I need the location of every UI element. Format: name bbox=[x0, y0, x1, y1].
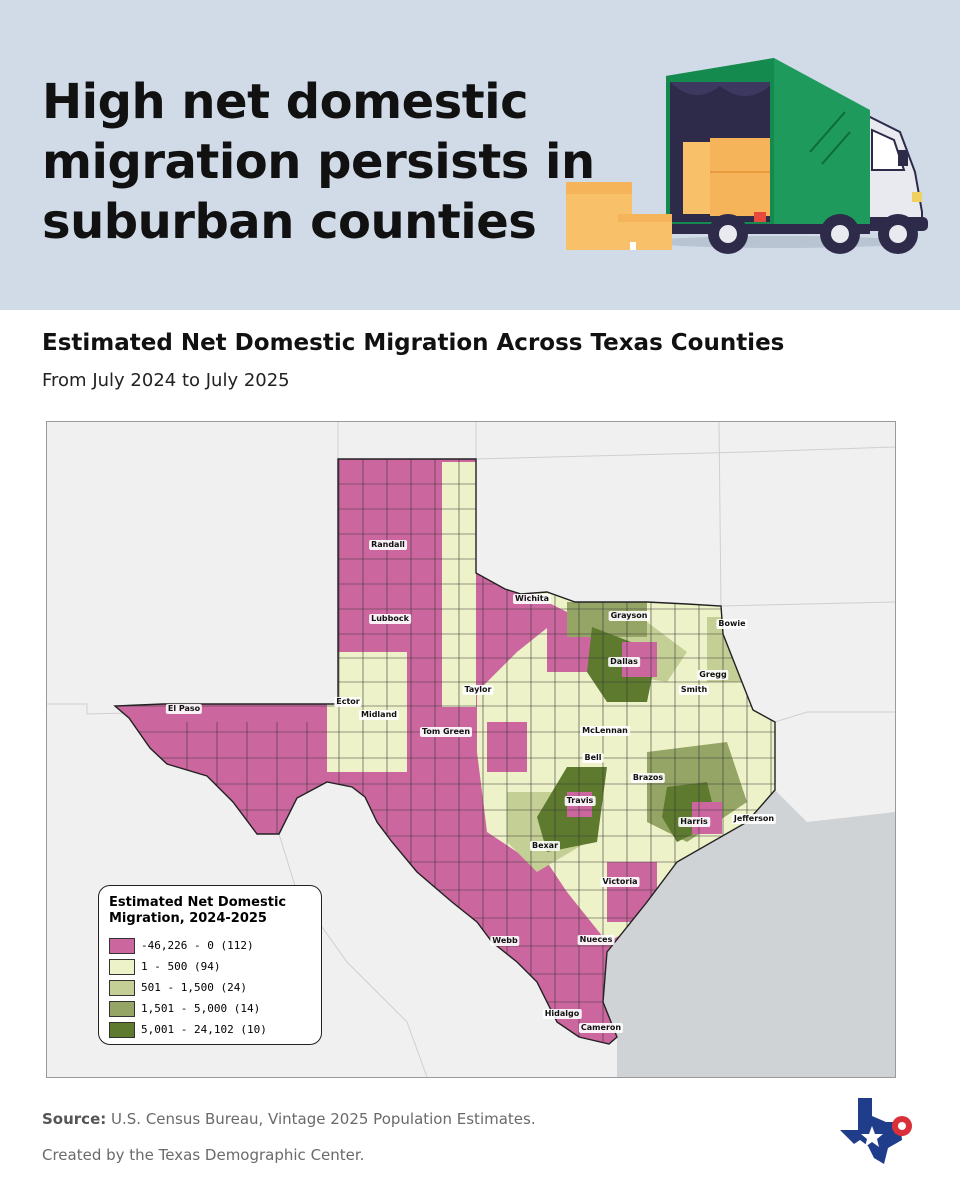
county-label: Grayson bbox=[608, 611, 650, 621]
county-label: Taylor bbox=[462, 685, 494, 695]
county-label: Bowie bbox=[716, 619, 748, 629]
legend-item: 1 - 500 (94) bbox=[109, 956, 311, 977]
county-label: Tom Green bbox=[419, 727, 473, 737]
moving-truck-icon bbox=[566, 58, 928, 254]
county-label: Smith bbox=[678, 685, 710, 695]
box-icon bbox=[566, 182, 672, 250]
header-banner: High net domestic migration persists in … bbox=[0, 0, 960, 310]
legend-swatch bbox=[109, 1021, 135, 1038]
county-label: Randall bbox=[369, 540, 407, 550]
county-label: Bell bbox=[582, 753, 604, 763]
legend-label: -46,226 - 0 (112) bbox=[141, 939, 254, 952]
county-label: Nueces bbox=[577, 935, 615, 945]
legend-item: 1,501 - 5,000 (14) bbox=[109, 998, 311, 1019]
legend-swatch bbox=[109, 979, 135, 996]
county-label: Lubbock bbox=[369, 614, 411, 624]
credit-line: Created by the Texas Demographic Center. bbox=[42, 1146, 365, 1164]
legend-item: 501 - 1,500 (24) bbox=[109, 977, 311, 998]
legend-label: 501 - 1,500 (24) bbox=[141, 981, 247, 994]
headline-line: High net domestic bbox=[42, 74, 529, 130]
county-label: Wichita bbox=[513, 594, 551, 604]
county-label: McLennan bbox=[580, 726, 630, 736]
headline-line: migration persists in bbox=[42, 134, 595, 190]
county-label: Hidalgo bbox=[542, 1009, 582, 1019]
county-label: Travis bbox=[564, 796, 596, 806]
source-text: U.S. Census Bureau, Vintage 2025 Populat… bbox=[111, 1110, 536, 1128]
map-legend: Estimated Net Domestic Migration, 2024-2… bbox=[98, 885, 322, 1045]
legend-label: 1,501 - 5,000 (14) bbox=[141, 1002, 261, 1015]
county-label: Webb bbox=[490, 936, 520, 946]
texas-logo-icon bbox=[840, 1098, 912, 1164]
legend-title: Estimated Net Domestic Migration, 2024-2… bbox=[109, 895, 311, 927]
headline: High net domestic migration persists in … bbox=[42, 72, 602, 252]
legend-label: 1 - 500 (94) bbox=[141, 960, 221, 973]
county-label: El Paso bbox=[165, 704, 203, 714]
legend-item: -46,226 - 0 (112) bbox=[109, 935, 311, 956]
gulf-of-mexico bbox=[603, 790, 895, 1077]
county-label: Victoria bbox=[600, 877, 640, 887]
legend-label: 5,001 - 24,102 (10) bbox=[141, 1023, 267, 1036]
legend-title-line: Migration, 2024-2025 bbox=[109, 911, 267, 926]
county-label: Harris bbox=[678, 817, 710, 827]
county-label: Gregg bbox=[697, 670, 729, 680]
map-subtitle: From July 2024 to July 2025 bbox=[42, 370, 290, 391]
source-line: Source: U.S. Census Bureau, Vintage 2025… bbox=[42, 1110, 536, 1128]
legend-swatch bbox=[109, 958, 135, 975]
source-label: Source: bbox=[42, 1110, 107, 1128]
map-title: Estimated Net Domestic Migration Across … bbox=[42, 330, 785, 356]
headline-line: suburban counties bbox=[42, 194, 537, 250]
legend-item: 5,001 - 24,102 (10) bbox=[109, 1019, 311, 1040]
legend-swatch bbox=[109, 937, 135, 954]
county-label: Bexar bbox=[529, 841, 561, 851]
legend-title-line: Estimated Net Domestic bbox=[109, 895, 287, 910]
county-label: Ector bbox=[334, 697, 362, 707]
county-label: Brazos bbox=[630, 773, 666, 783]
legend-swatch bbox=[109, 1000, 135, 1017]
county-label: Cameron bbox=[578, 1023, 624, 1033]
county-label: Dallas bbox=[608, 657, 640, 667]
county-label: Jefferson bbox=[731, 814, 777, 824]
county-label: Midland bbox=[359, 710, 399, 720]
